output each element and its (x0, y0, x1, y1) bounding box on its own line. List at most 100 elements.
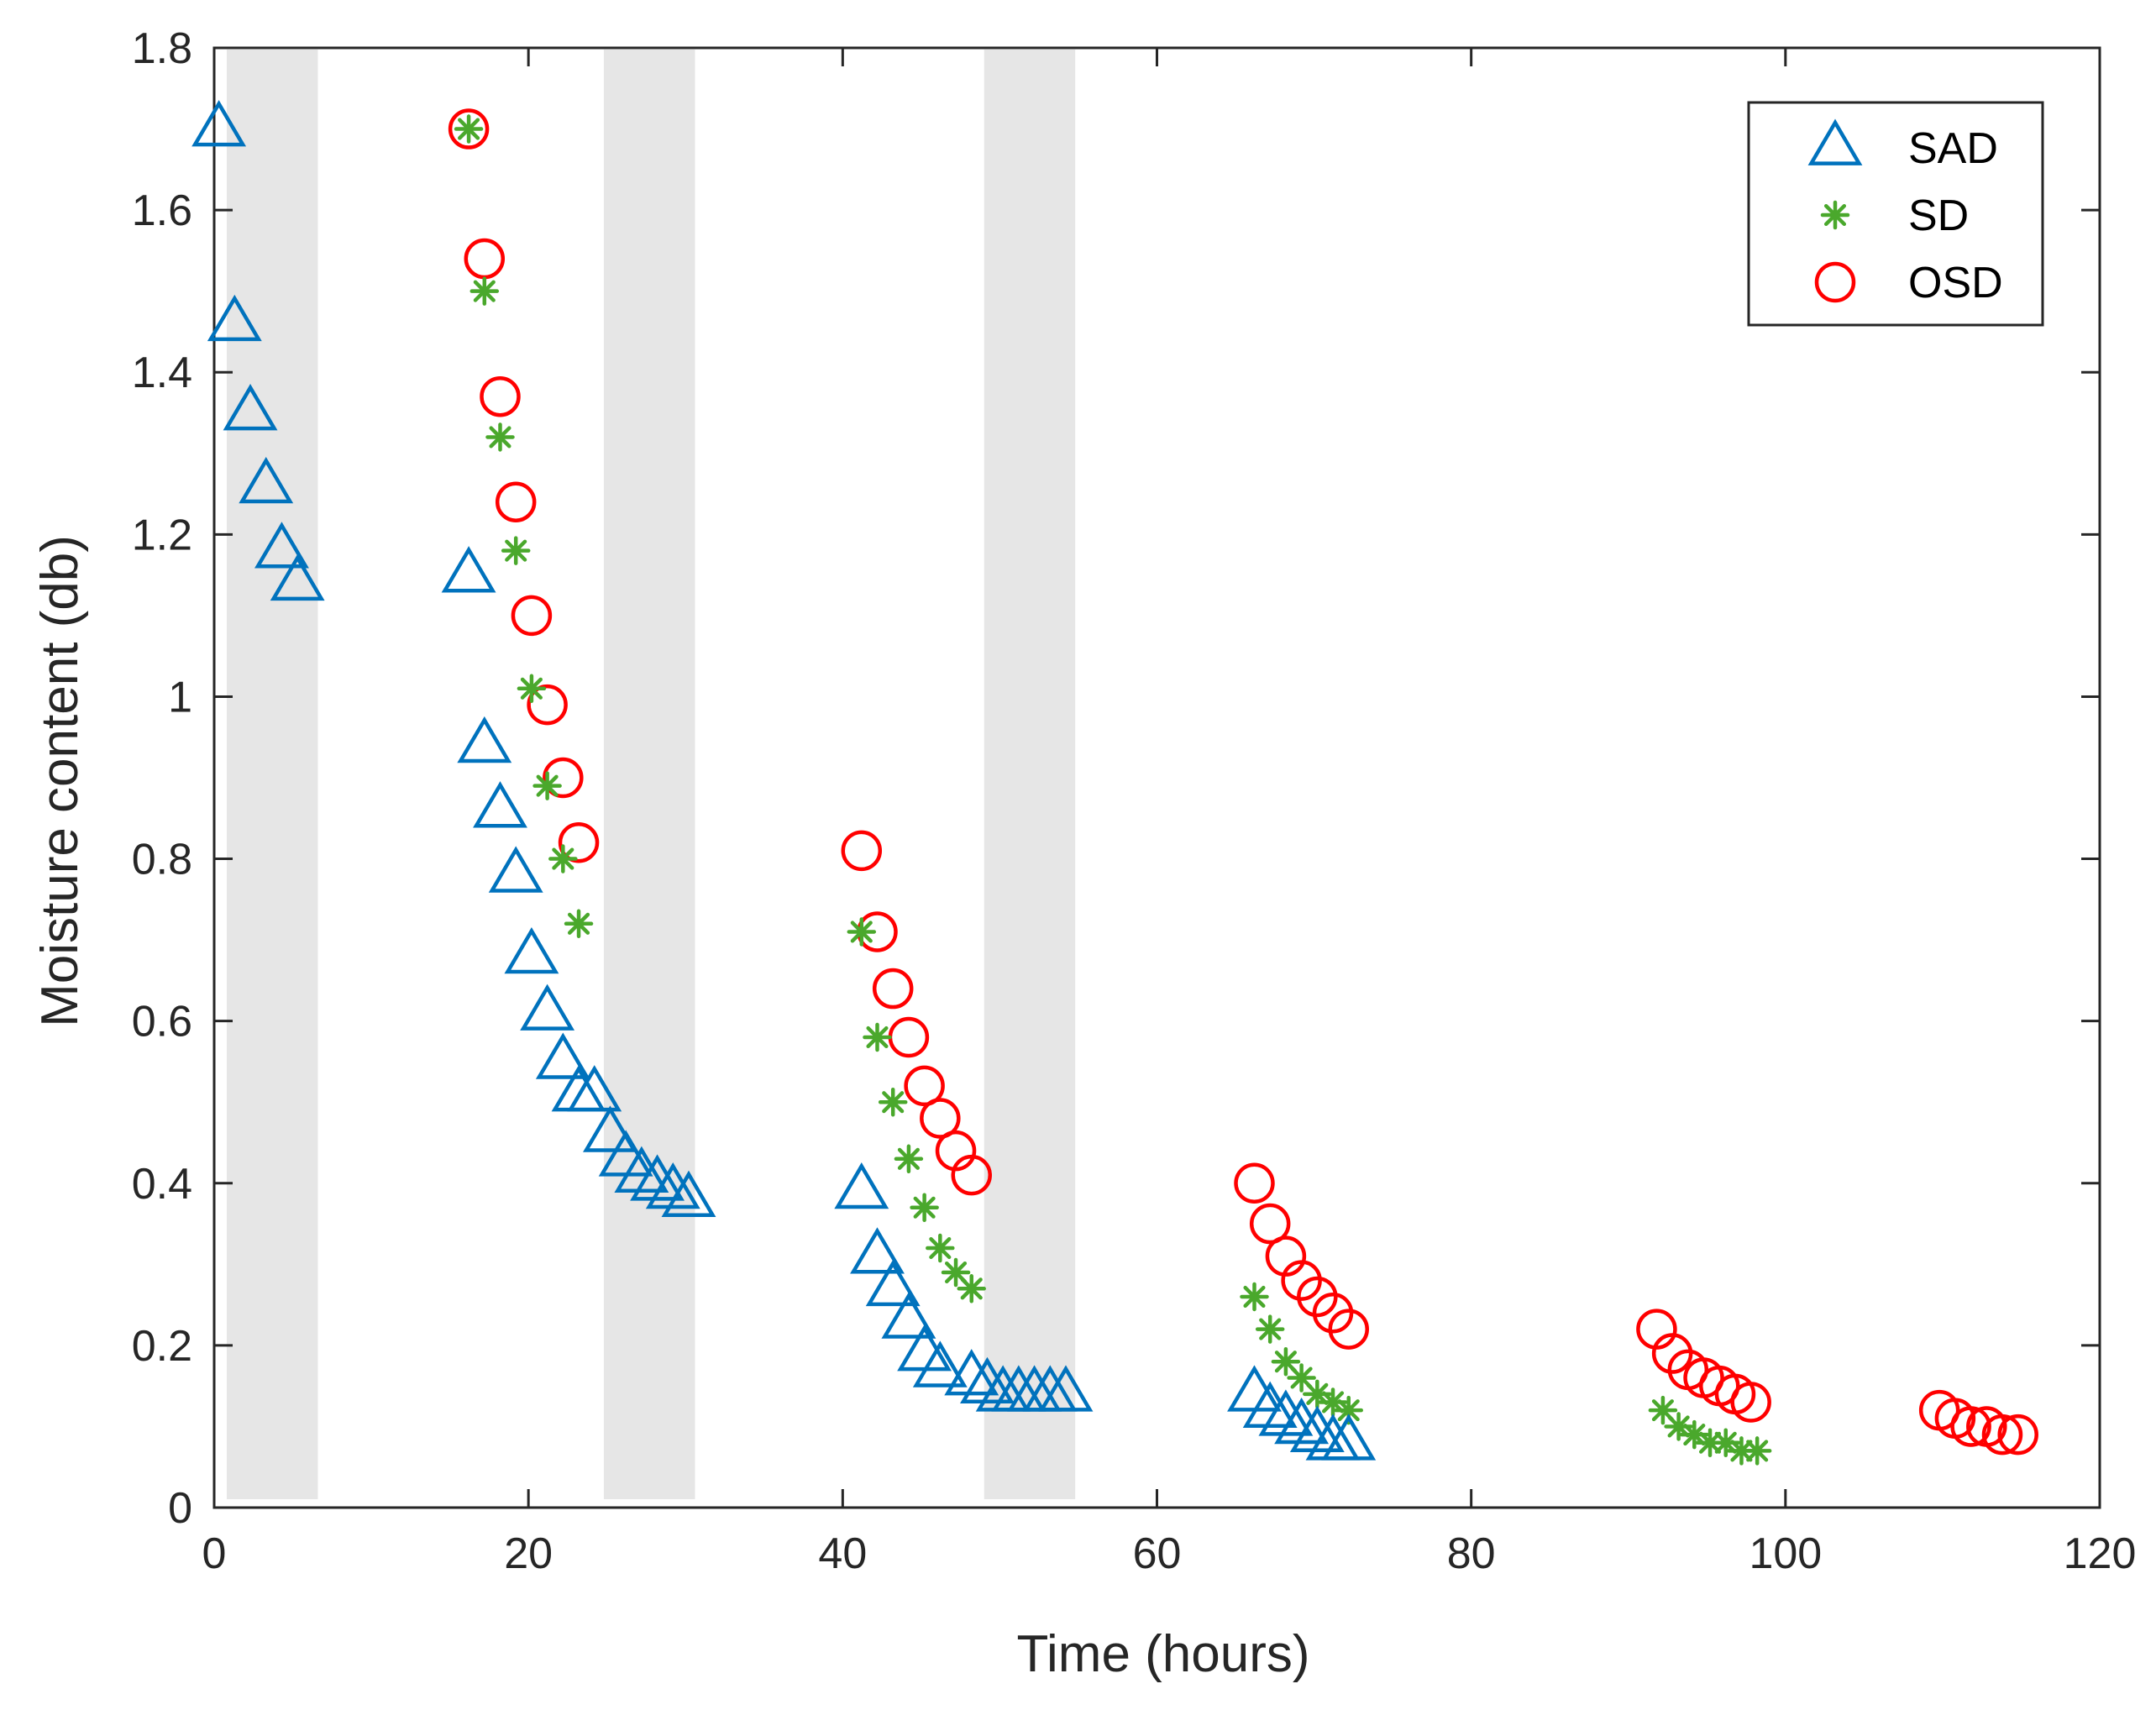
y-tick-label: 0.4 (132, 1160, 192, 1209)
data-point-sd-stroke (944, 1261, 968, 1284)
data-point-sad-shape (1242, 1381, 1298, 1428)
data-point-osd-shape (1234, 1162, 1275, 1204)
legend-label-osd: OSD (1908, 259, 2003, 307)
data-point-sad-shape (535, 1032, 590, 1079)
data-point-osd-shape (1730, 1382, 1771, 1423)
data-point-sd-stroke (1337, 1399, 1360, 1422)
data-point-osd-shape (1312, 1293, 1354, 1334)
data-marks (191, 100, 2038, 1466)
y-tick-label: 0.6 (132, 998, 192, 1046)
legend-marker-sad-shape (1807, 118, 1863, 165)
data-point-osd (1249, 1203, 1291, 1245)
data-point-osd-shape (1297, 1276, 1338, 1318)
data-point-osd-shape (1997, 1414, 2038, 1456)
data-point-osd-shape (495, 481, 537, 522)
data-point-sad (630, 1154, 685, 1201)
data-point-sad-shape (834, 1162, 889, 1209)
data-point-sad (1321, 1414, 1377, 1461)
data-point-osd (527, 684, 568, 726)
data-point-osd (951, 1154, 992, 1196)
data-point-osd-shape (920, 1098, 961, 1139)
data-point-sad-shape (1258, 1389, 1314, 1436)
data-point-sad-shape (1321, 1414, 1377, 1461)
data-point-sad (535, 1032, 590, 1079)
data-point-sd (1334, 1395, 1363, 1425)
data-point-osd (480, 375, 521, 417)
data-point-sad (865, 1259, 921, 1307)
data-point-osd-shape (1950, 1406, 1991, 1447)
data-point-sad-shape (441, 546, 496, 593)
data-point-sd-stroke (1698, 1431, 1722, 1454)
data-point-sd-stroke (897, 1147, 920, 1170)
x-tick-label: 100 (1749, 1529, 1822, 1578)
shaded-intervals (226, 50, 1076, 1499)
data-point-sad (239, 456, 294, 504)
data-point-sd-stroke (520, 677, 543, 700)
data-point-sd (1742, 1436, 1772, 1466)
data-point-sd (1240, 1282, 1269, 1312)
data-point-sd (863, 1022, 892, 1052)
x-tick-label: 80 (1447, 1529, 1496, 1578)
legend-label-sd: SD (1908, 191, 1969, 240)
axes: 0 20 40 60 80 100 120 0 0.2 0.4 0.6 0.8 1 1.2 1.4 1.6 1.… (132, 24, 2137, 1578)
data-point-sad-shape (520, 984, 575, 1031)
data-point-sad-shape (1038, 1365, 1094, 1412)
data-point-sd (1680, 1419, 1709, 1450)
data-point-sad-shape (488, 846, 543, 893)
data-point-sd-stroke (1651, 1399, 1674, 1422)
data-point-osd (1281, 1260, 1322, 1301)
data-point-osd-shape (951, 1154, 992, 1196)
data-point-sad (912, 1340, 968, 1387)
shaded-interval (984, 50, 1076, 1499)
legend-marker-sd (1820, 200, 1850, 230)
data-point-sd (564, 909, 594, 939)
data-point-sad (583, 1105, 637, 1152)
data-point-sad-shape (583, 1105, 637, 1152)
x-axis-label: Time (hours) (1016, 1625, 1309, 1683)
data-point-sd-stroke (1730, 1440, 1753, 1462)
data-point-sad-shape (504, 926, 559, 974)
data-point-sad-shape (912, 1340, 968, 1387)
x-tick-label: 60 (1133, 1529, 1182, 1578)
data-point-osd-shape (511, 595, 553, 637)
y-tick-label: 0.2 (132, 1322, 192, 1371)
legend-marker-osd (1814, 261, 1856, 303)
data-point-sad (1242, 1381, 1298, 1428)
data-point-osd (1950, 1406, 1991, 1447)
data-point-sd-stroke (866, 1025, 889, 1049)
legend-marker-sd-stroke (1823, 203, 1847, 227)
data-point-sd-stroke (1306, 1382, 1329, 1405)
data-point-sd-stroke (882, 1091, 905, 1114)
data-point-sad-shape (1274, 1397, 1330, 1445)
data-point-sad-shape (960, 1356, 1015, 1404)
data-point-sd (957, 1274, 986, 1303)
data-point-sad (270, 553, 325, 601)
data-point-sad (504, 926, 559, 974)
data-point-osd-shape (480, 375, 521, 417)
data-point-osd (920, 1098, 961, 1139)
data-point-sad (191, 100, 247, 147)
data-point-sad (441, 546, 496, 593)
data-point-osd (1981, 1414, 2023, 1456)
data-point-osd-shape (558, 821, 600, 863)
data-point-sd-stroke (929, 1236, 952, 1260)
data-point-sad (960, 1356, 1015, 1404)
data-point-osd-shape (872, 968, 914, 1010)
data-point-sd (548, 844, 578, 873)
data-point-sad (473, 781, 527, 828)
data-point-osd-shape (1651, 1333, 1693, 1374)
data-point-sd-stroke (1259, 1318, 1282, 1340)
series-sad (191, 100, 1377, 1461)
data-point-sad (457, 716, 512, 763)
x-tick-label: 20 (504, 1529, 553, 1578)
data-point-sad-shape (661, 1170, 716, 1217)
x-tick-label: 40 (818, 1529, 867, 1578)
data-point-osd (448, 108, 490, 149)
data-point-sd-stroke (552, 847, 574, 870)
data-point-sad-shape (944, 1349, 999, 1396)
data-point-sd (894, 1144, 924, 1174)
data-point-sd-stroke (536, 774, 559, 797)
data-point-sd-stroke (489, 426, 511, 448)
data-point-sd-stroke (458, 118, 480, 140)
data-point-sd (469, 276, 500, 306)
